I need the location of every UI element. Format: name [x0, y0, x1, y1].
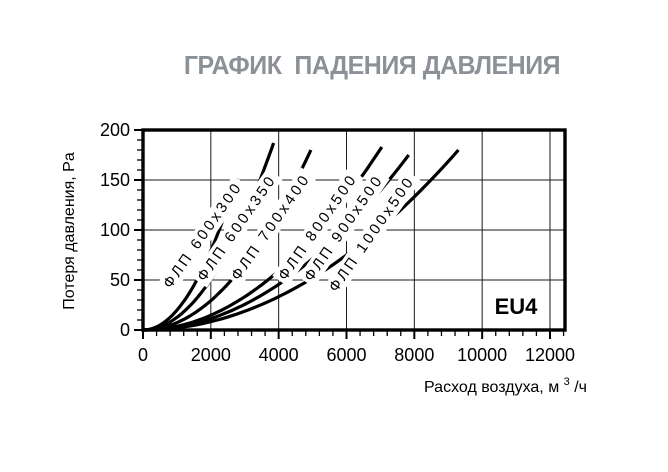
y-tick-label: 200 — [100, 120, 130, 140]
x-axis-title-suffix: /ч — [574, 379, 587, 396]
y-tick-label: 0 — [120, 320, 130, 340]
curve-label-halo — [272, 167, 364, 287]
x-tick-label: 8000 — [394, 345, 434, 365]
y-tick-label: 100 — [100, 220, 130, 240]
curve-label-halo — [191, 168, 283, 288]
x-tick-label: 4000 — [259, 345, 299, 365]
x-tick-label: 10000 — [457, 345, 507, 365]
x-tick-label: 0 — [138, 345, 148, 365]
y-tick-label: 50 — [110, 270, 130, 290]
axis-ticks — [134, 129, 565, 339]
x-axis-title-sup: 3 — [564, 376, 570, 388]
tick-labels: 0 2000 4000 6000 8000 10000 12000 0 50 100 150 200 — [100, 120, 575, 365]
curve-label-halo — [323, 169, 421, 299]
curve-label-halo — [298, 168, 390, 288]
curve-label-halo — [225, 167, 317, 287]
y-tick-label: 150 — [100, 170, 130, 190]
y-axis-title: Потеря давления, Pa — [61, 152, 78, 310]
page-title: ГРАФИК ПАДЕНИЯ ДАВЛЕНИЯ — [183, 50, 561, 80]
curve-label-halo — [157, 175, 249, 295]
plot-border — [141, 128, 567, 332]
filter-class-label: EU4 — [495, 294, 539, 319]
x-axis-title-prefix: Расход воздуха, м — [424, 379, 559, 396]
x-axis-title: Расход воздуха, м 3 /ч — [424, 372, 587, 396]
x-tick-label: 12000 — [525, 345, 575, 365]
x-tick-label: 2000 — [191, 345, 231, 365]
x-tick-label: 6000 — [326, 345, 366, 365]
curve-path — [142, 148, 460, 332]
